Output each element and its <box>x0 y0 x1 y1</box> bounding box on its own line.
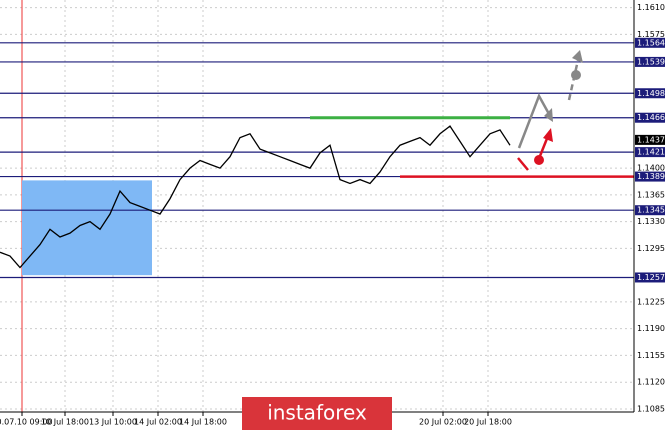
level-label: 1.1257 <box>637 273 665 282</box>
level-label: 1.1466 <box>637 113 665 122</box>
plot <box>0 0 634 412</box>
target-dot <box>571 70 581 80</box>
x-tick-label: 20 Jul 18:00 <box>464 418 512 427</box>
y-tick-label: 1.1155 <box>637 351 665 360</box>
y-tick-label: 1.1085 <box>637 404 665 413</box>
forecast-arrows <box>517 50 583 171</box>
price-line <box>0 125 511 269</box>
level-label: 1.1498 <box>637 89 665 98</box>
x-tick-label: 14 Jul 02:00 <box>134 418 182 427</box>
level-box <box>635 112 665 123</box>
x-tick-label: 10 Jul 18:00 <box>41 418 89 427</box>
y-tick-label: 1.1225 <box>637 297 665 306</box>
x-tick-label: 20.07.10 09:00 <box>0 418 53 427</box>
arrow-head <box>544 108 553 122</box>
y-tick-label: 1.1400 <box>637 164 665 173</box>
x-tick-label: 20 Jul 02:00 <box>419 418 467 427</box>
y-tick-label: 1.1610 <box>637 3 665 12</box>
level-box <box>635 88 665 99</box>
y-tick-label: 1.1120 <box>637 378 665 387</box>
level-label: 1.1389 <box>637 172 665 181</box>
y-tick-label: 1.1190 <box>637 324 665 333</box>
level-box <box>635 147 665 158</box>
x-tick-label: 13 Jul 10:00 <box>89 418 137 427</box>
current-price-box <box>635 134 665 145</box>
watermark: instaforex <box>267 401 367 425</box>
level-label: 1.1564 <box>637 38 665 47</box>
current-price-label: 1.1437 <box>637 135 665 144</box>
x-tick-label: 14 Jul 18:00 <box>179 418 227 427</box>
y-tick-label: 1.1295 <box>637 244 665 253</box>
y-tick-label: 1.1330 <box>637 217 665 226</box>
target-dot <box>534 155 544 165</box>
y-tick-label: 1.1365 <box>637 190 665 199</box>
level-box <box>635 272 665 283</box>
gray-dashed-arrow <box>567 59 580 101</box>
arrow-head <box>543 128 553 142</box>
axes: 1.1610 1.1575 1.1400 1.1365 1.1330 1.1295 1.12… <box>0 3 665 427</box>
level-label: 1.1345 <box>637 206 665 215</box>
arrow-head <box>572 50 583 63</box>
level-box <box>635 37 665 48</box>
level-box <box>635 171 665 182</box>
watermark-box <box>242 397 392 430</box>
level-box <box>635 56 665 67</box>
level-label: 1.1421 <box>637 148 665 157</box>
y-tick-label: 1.1575 <box>637 30 665 39</box>
red-arrow <box>517 157 529 171</box>
gray-arrow <box>517 93 551 149</box>
level-label: 1.1539 <box>637 57 665 66</box>
zone <box>22 180 152 276</box>
level-box <box>635 205 665 216</box>
